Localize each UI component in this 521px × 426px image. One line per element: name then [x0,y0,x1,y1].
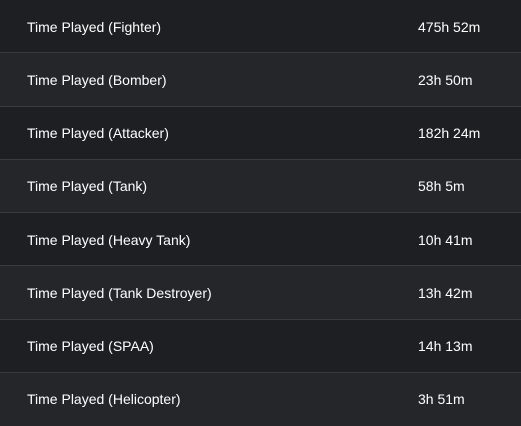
stat-label: Time Played (Attacker) [27,125,169,142]
stat-value: 23h 50m [418,71,473,88]
stat-row-bomber: Time Played (Bomber) 23h 50m [0,53,521,107]
row-divider [0,371,521,373]
row-divider [0,265,521,267]
stat-row-tank-destroyer: Time Played (Tank Destroyer) 13h 42m [0,266,521,320]
stat-row-helicopter: Time Played (Helicopter) 3h 51m [0,372,521,426]
stat-label: Time Played (Bomber) [27,71,167,88]
stat-value: 58h 5m [418,178,465,195]
stat-value: 14h 13m [418,338,473,355]
stat-label: Time Played (Heavy Tank) [27,231,191,248]
row-divider [0,52,521,54]
row-divider [0,158,521,160]
stat-value: 3h 51m [418,391,465,408]
stat-row-heavy-tank: Time Played (Heavy Tank) 10h 41m [0,213,521,267]
stat-label: Time Played (Tank) [27,178,148,195]
stat-row-fighter: Time Played (Fighter) 475h 52m [0,0,521,54]
stat-label: Time Played (SPAA) [27,338,154,355]
stat-row-tank: Time Played (Tank) 58h 5m [0,159,521,213]
stat-value: 475h 52m [418,18,481,35]
stat-row-spaa: Time Played (SPAA) 14h 13m [0,319,521,373]
stat-label: Time Played (Tank Destroyer) [27,284,212,301]
stat-row-attacker: Time Played (Attacker) 182h 24m [0,106,521,160]
stat-value: 10h 41m [418,231,473,248]
stat-value: 13h 42m [418,284,473,301]
stat-value: 182h 24m [418,125,481,142]
stat-label: Time Played (Helicopter) [27,391,181,408]
stat-label: Time Played (Fighter) [27,18,162,35]
row-divider [0,212,521,213]
row-divider [0,105,521,107]
row-divider [0,318,521,320]
